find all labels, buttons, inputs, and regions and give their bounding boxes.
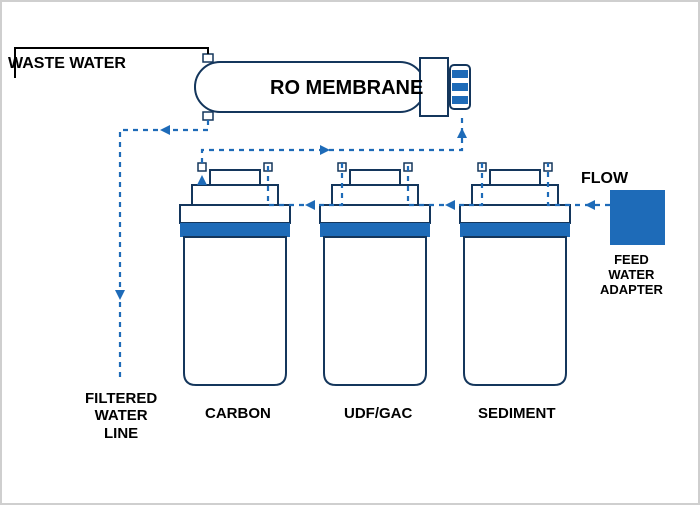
flow-arrow — [445, 200, 455, 210]
label-carbon: CARBON — [205, 405, 271, 422]
flow-carbon-to-ro — [202, 116, 462, 163]
feed-water-adapter — [610, 190, 665, 245]
label-waste-water: WASTE WATER — [8, 55, 126, 73]
flow-arrow — [115, 290, 125, 300]
label-filtered-water-line: FILTERED WATER LINE — [85, 390, 157, 442]
label-sediment: SEDIMENT — [478, 405, 556, 422]
flow-udf-to-carbon — [268, 163, 342, 205]
filter-sediment — [460, 163, 570, 385]
filter-udf_gac — [320, 163, 430, 385]
flow-sediment-to-udf — [408, 163, 482, 205]
label-feed-water-adapter: FEED WATER ADAPTER — [600, 253, 663, 298]
flow-arrow — [160, 125, 170, 135]
flow-arrow — [585, 200, 595, 210]
flow-arrow — [305, 200, 315, 210]
label-ro-membrane: RO MEMBRANE — [270, 77, 423, 100]
filter-carbon — [180, 163, 290, 385]
flow-arrow — [197, 175, 207, 185]
flow-arrow — [320, 145, 330, 155]
label-udf-gac: UDF/GAC — [344, 405, 412, 422]
label-flow: FLOW — [581, 170, 628, 188]
flow-arrow — [457, 128, 467, 138]
